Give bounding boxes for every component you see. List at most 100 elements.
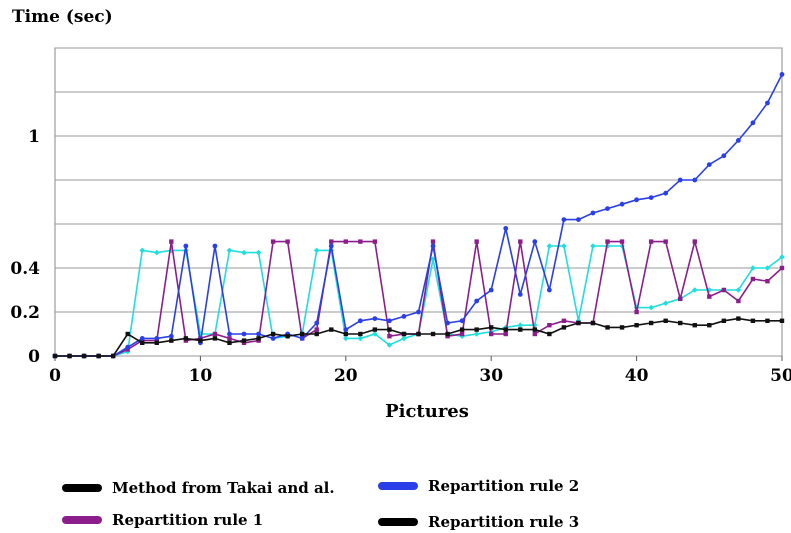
point-2-34 xyxy=(546,287,552,293)
legend-item-rule-2: Repartition rule 2 xyxy=(378,476,579,496)
point-1-31 xyxy=(503,331,508,337)
point-3-17 xyxy=(299,331,305,337)
point-3-21 xyxy=(358,331,363,337)
point-0-50 xyxy=(779,254,785,260)
point-2-39 xyxy=(619,201,625,207)
x-tick-label-4: 40 xyxy=(625,366,649,386)
point-3-13 xyxy=(241,338,247,343)
point-1-26 xyxy=(430,239,436,244)
point-2-43 xyxy=(677,177,683,183)
point-3-11 xyxy=(212,336,218,341)
legend-swatch-rule-1 xyxy=(62,516,102,524)
point-2-40 xyxy=(634,197,639,203)
point-0-32 xyxy=(517,322,524,328)
point-3-32 xyxy=(518,327,523,332)
point-1-34 xyxy=(547,323,552,328)
point-2-14 xyxy=(256,331,261,337)
x-tick-label-3: 30 xyxy=(479,366,503,386)
x-tick-label-2: 20 xyxy=(334,366,358,386)
point-1-42 xyxy=(663,239,668,244)
point-3-10 xyxy=(198,338,203,343)
point-3-12 xyxy=(227,340,232,345)
point-1-33 xyxy=(532,331,538,337)
point-3-45 xyxy=(707,323,712,328)
point-1-18 xyxy=(314,327,319,332)
point-2-20 xyxy=(343,327,349,332)
point-3-50 xyxy=(779,318,785,323)
point-3-25 xyxy=(416,331,421,337)
point-0-26 xyxy=(430,256,436,262)
point-1-45 xyxy=(707,294,712,299)
point-2-38 xyxy=(605,206,610,212)
point-3-48 xyxy=(750,318,756,323)
point-1-16 xyxy=(285,239,290,244)
legend-label-rule-1: Repartition rule 1 xyxy=(112,511,264,529)
point-1-20 xyxy=(343,239,348,244)
point-2-36 xyxy=(576,217,581,223)
point-2-8 xyxy=(168,333,174,339)
point-2-11 xyxy=(212,243,218,249)
point-2-48 xyxy=(750,120,756,126)
point-3-26 xyxy=(430,331,436,337)
legend-item-rule-1: Repartition rule 1 xyxy=(62,510,263,530)
point-2-22 xyxy=(372,316,378,321)
point-1-48 xyxy=(750,276,756,282)
point-1-23 xyxy=(387,334,392,339)
legend-swatch-rule-2 xyxy=(378,482,418,490)
point-1-46 xyxy=(721,287,727,293)
point-1-35 xyxy=(561,318,567,323)
point-0-29 xyxy=(473,331,480,337)
point-3-1 xyxy=(67,353,72,359)
point-3-36 xyxy=(576,320,581,326)
point-0-18 xyxy=(313,247,320,254)
point-2-49 xyxy=(765,100,770,106)
point-3-2 xyxy=(81,353,87,359)
point-3-46 xyxy=(721,318,727,323)
point-3-8 xyxy=(169,338,174,343)
point-2-18 xyxy=(314,320,320,326)
point-2-27 xyxy=(445,320,450,326)
point-3-4 xyxy=(110,353,116,359)
y-tick-label-3: 1 xyxy=(28,127,40,147)
point-0-49 xyxy=(764,265,771,271)
legend-item-takai: Method from Takai and al. xyxy=(62,478,335,498)
point-2-21 xyxy=(357,318,363,324)
point-3-30 xyxy=(489,325,494,330)
point-3-18 xyxy=(314,331,319,337)
point-3-41 xyxy=(648,320,654,326)
point-1-19 xyxy=(329,239,334,244)
point-2-35 xyxy=(561,217,567,223)
x-axis-label: Pictures xyxy=(385,401,469,422)
point-2-23 xyxy=(387,318,392,324)
point-3-49 xyxy=(765,318,770,323)
point-3-29 xyxy=(474,327,479,332)
point-3-40 xyxy=(634,323,639,328)
point-2-46 xyxy=(721,153,727,159)
point-2-6 xyxy=(139,336,145,341)
x-tick-label-5: 50 xyxy=(770,366,791,386)
point-0-23 xyxy=(386,342,393,348)
axis-ticks: 0 10 20 30 40 50 0 0.2 0.4 1 xyxy=(10,127,791,386)
point-3-16 xyxy=(285,334,290,339)
point-1-39 xyxy=(619,239,625,244)
point-0-14 xyxy=(255,249,262,256)
point-1-12 xyxy=(227,336,232,341)
point-0-20 xyxy=(343,335,349,342)
point-1-8 xyxy=(169,239,174,244)
point-0-12 xyxy=(226,247,233,254)
point-3-34 xyxy=(547,331,552,337)
point-3-23 xyxy=(387,327,392,332)
point-1-15 xyxy=(270,239,276,244)
point-3-28 xyxy=(459,327,465,332)
point-3-31 xyxy=(503,327,508,332)
point-0-47 xyxy=(735,287,742,293)
point-3-3 xyxy=(96,353,101,359)
point-3-20 xyxy=(343,331,348,337)
point-0-28 xyxy=(459,333,465,339)
y-tick-label-2: 0.4 xyxy=(10,259,40,279)
point-3-39 xyxy=(619,325,625,330)
point-1-49 xyxy=(765,279,770,284)
point-0-35 xyxy=(561,243,567,249)
point-0-22 xyxy=(372,331,378,337)
point-2-32 xyxy=(517,292,523,297)
